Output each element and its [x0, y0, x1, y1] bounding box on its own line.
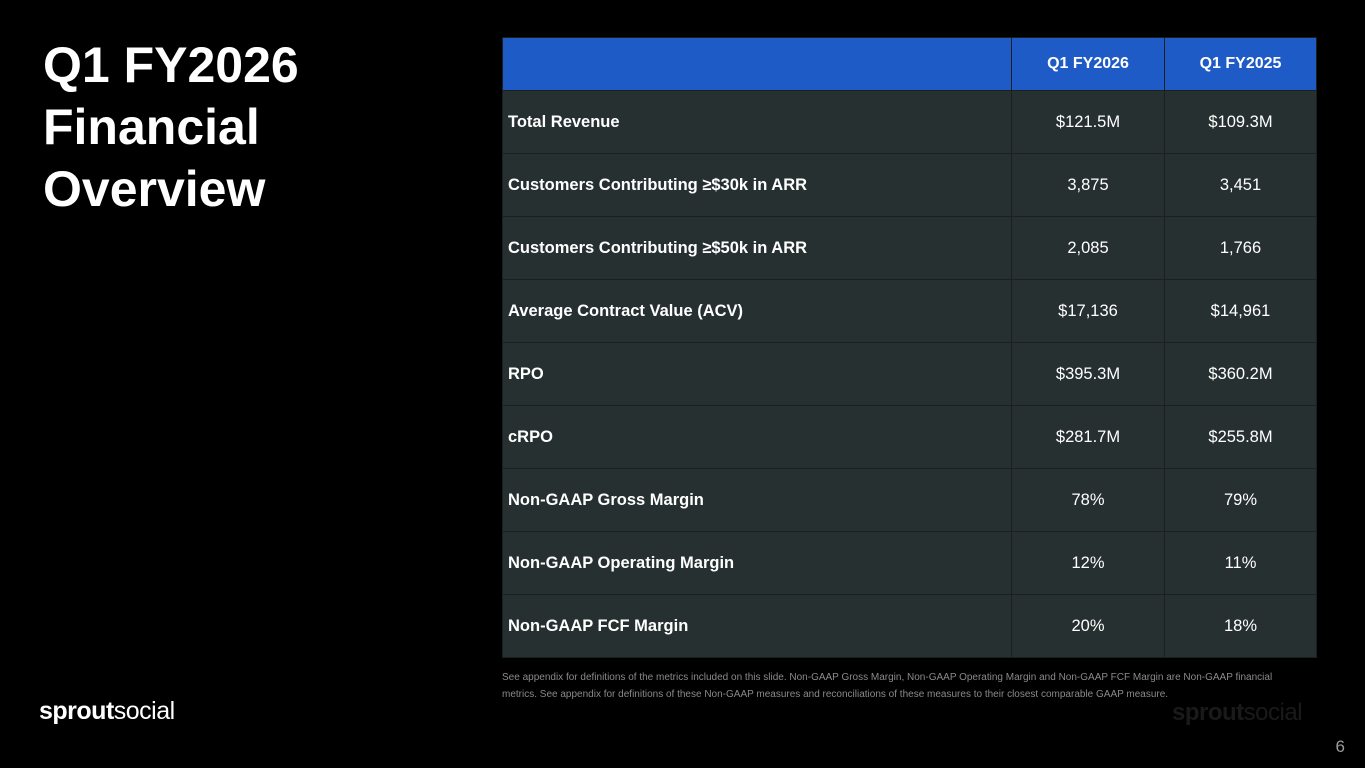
value-q1-fy2025: $255.8M: [1164, 405, 1317, 469]
value-q1-fy2026: $281.7M: [1011, 405, 1165, 469]
row-label: Non-GAAP Operating Margin: [502, 531, 1012, 595]
row-label: RPO: [502, 342, 1012, 406]
value-q1-fy2025: 3,451: [1164, 153, 1317, 217]
header-cell-q1-fy2025: Q1 FY2025: [1164, 37, 1317, 91]
watermark-part-social: social: [1243, 699, 1303, 726]
table-row: cRPO $281.7M $255.8M: [502, 405, 1317, 469]
row-label: cRPO: [502, 405, 1012, 469]
watermark-part-sprout: sprout: [1172, 699, 1244, 726]
value-q1-fy2025: $360.2M: [1164, 342, 1317, 406]
header-cell-q1-fy2026: Q1 FY2026: [1011, 37, 1165, 91]
page-title: Q1 FY2026 Financial Overview: [43, 37, 299, 217]
value-q1-fy2026: $121.5M: [1011, 90, 1165, 154]
table-row: Non-GAAP FCF Margin 20% 18%: [502, 594, 1317, 658]
row-label: Total Revenue: [502, 90, 1012, 154]
value-q1-fy2025: $14,961: [1164, 279, 1317, 343]
value-q1-fy2026: $395.3M: [1011, 342, 1165, 406]
table-row: RPO $395.3M $360.2M: [502, 342, 1317, 406]
table-header-row: Q1 FY2026 Q1 FY2025: [502, 37, 1317, 91]
value-q1-fy2026: 20%: [1011, 594, 1165, 658]
value-q1-fy2026: $17,136: [1011, 279, 1165, 343]
row-label: Average Contract Value (ACV): [502, 279, 1012, 343]
logo-part-social: social: [113, 697, 175, 725]
table-row: Average Contract Value (ACV) $17,136 $14…: [502, 279, 1317, 343]
row-label: Customers Contributing ≥$50k in ARR: [502, 216, 1012, 280]
financial-table: Q1 FY2026 Q1 FY2025 Total Revenue $121.5…: [502, 37, 1317, 658]
value-q1-fy2025: 1,766: [1164, 216, 1317, 280]
page-number: 6: [1335, 737, 1345, 756]
value-q1-fy2025: 79%: [1164, 468, 1317, 532]
table-row: Customers Contributing ≥$50k in ARR 2,08…: [502, 216, 1317, 280]
sprout-social-watermark: sproutsocial: [1172, 699, 1303, 727]
value-q1-fy2026: 78%: [1011, 468, 1165, 532]
table-row: Non-GAAP Operating Margin 12% 11%: [502, 531, 1317, 595]
value-q1-fy2026: 12%: [1011, 531, 1165, 595]
table-row: Non-GAAP Gross Margin 78% 79%: [502, 468, 1317, 532]
value-q1-fy2026: 2,085: [1011, 216, 1165, 280]
table-row: Total Revenue $121.5M $109.3M: [502, 90, 1317, 154]
value-q1-fy2025: $109.3M: [1164, 90, 1317, 154]
row-label: Customers Contributing ≥$30k in ARR: [502, 153, 1012, 217]
value-q1-fy2026: 3,875: [1011, 153, 1165, 217]
table-row: Customers Contributing ≥$30k in ARR 3,87…: [502, 153, 1317, 217]
row-label: Non-GAAP Gross Margin: [502, 468, 1012, 532]
header-cell-empty: [502, 37, 1012, 91]
logo-part-sprout: sprout: [39, 697, 114, 725]
sprout-social-logo: sproutsocial: [39, 697, 175, 726]
footnote: See appendix for definitions of the metr…: [502, 672, 1273, 700]
value-q1-fy2025: 18%: [1164, 594, 1317, 658]
row-label: Non-GAAP FCF Margin: [502, 594, 1012, 658]
value-q1-fy2025: 11%: [1164, 531, 1317, 595]
